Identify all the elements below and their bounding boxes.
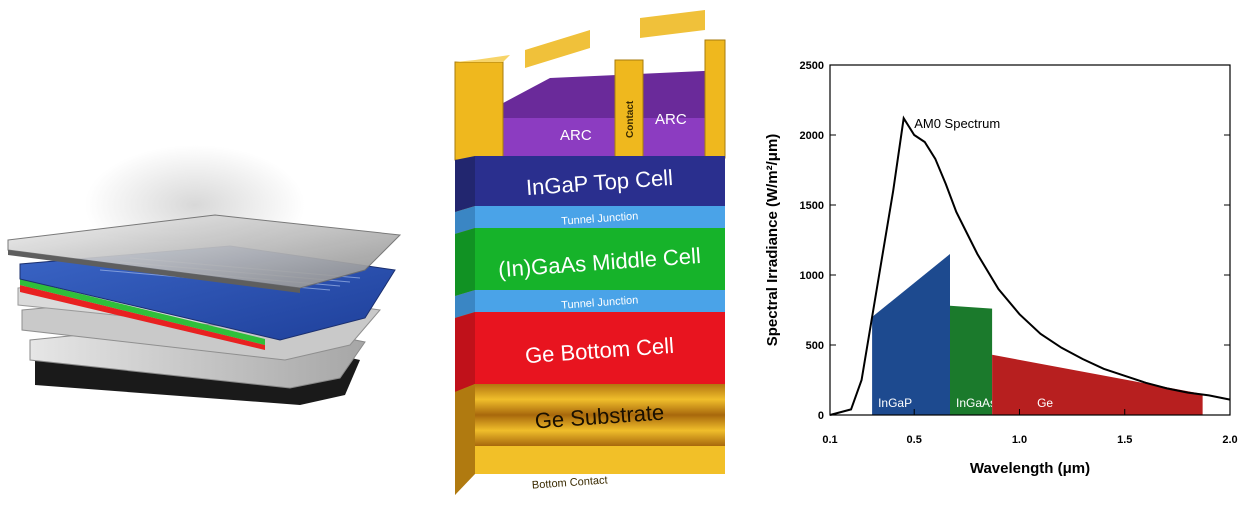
contact-left: [454, 61, 504, 161]
x-tick-label: 1.0: [1012, 434, 1027, 446]
contact-top-right-back: [640, 10, 705, 38]
green-layer-edge: [20, 279, 265, 345]
tunnel-junction-2-label: Tunnel Junction: [561, 294, 639, 311]
bottom-cell-layer: [475, 312, 725, 384]
arc-layer: [475, 118, 725, 156]
y-tick-label: 1000: [800, 270, 824, 282]
contact-top-back: [525, 30, 590, 68]
exploded-solar-cell-illustration: [0, 0, 420, 501]
region-ge: [992, 354, 1203, 415]
contact-left-top: [455, 55, 510, 62]
cover-glass-edge: [8, 250, 300, 293]
red-layer-edge: [20, 285, 265, 350]
middle-cell-side: [455, 228, 475, 296]
x-tick-label: 0.1: [822, 434, 837, 446]
axis-ticks: 0.1 0.5 1.0 1.5 2.0 0 500 1000 1500 2000 2500: [800, 60, 1238, 446]
substrate-side: [455, 384, 475, 495]
tunnel-junction-1-label: Tunnel Junction: [561, 210, 639, 227]
top-cell-layer: [475, 156, 725, 206]
tunnel-side-2: [455, 290, 475, 318]
contact-label: Contact: [625, 100, 636, 138]
middle-cell-layer: [475, 228, 725, 290]
region-label-ingaas: InGaAs: [956, 396, 996, 410]
y-tick-label: 1500: [800, 200, 824, 212]
x-tick-label: 1.5: [1117, 434, 1132, 446]
y-tick-label: 500: [806, 340, 824, 352]
contact-center: [614, 59, 644, 161]
arc-left-label: ARC: [560, 127, 592, 144]
x-tick-label: 0.5: [907, 434, 922, 446]
spectral-irradiance-chart: InGaP InGaAs Ge 0.1 0.5 1.0 1.5 2.0 0 500 1000 150…: [755, 0, 1255, 501]
region-ingap: [872, 254, 950, 415]
x-axis-label: Wavelength (μm): [970, 460, 1090, 477]
am0-annotation: AM0 Spectrum: [914, 116, 1000, 131]
contact-right: [704, 39, 726, 159]
substrate-layer: [475, 384, 725, 446]
region-ingaas: [950, 305, 993, 415]
multijunction-stack-diagram: ARC ARC Contact InGaP Top Cell Tunnel Ju…: [440, 0, 740, 501]
tunnel-side-1: [455, 206, 475, 234]
bottom-cell-side: [455, 312, 475, 392]
tunnel-junction-2-layer: [475, 290, 725, 312]
y-axis-label: Spectral Irradiance (W/m²/μm): [764, 134, 781, 347]
bottom-contact-label: Bottom Contact: [532, 474, 608, 491]
top-cell-side: [455, 156, 475, 212]
x-tick-label: 2.0: [1222, 434, 1237, 446]
y-tick-label: 2000: [800, 130, 824, 142]
am0-spectrum-line: [829, 115, 1231, 416]
tunnel-junction-1-layer: [475, 206, 725, 228]
bottom-contact-layer: [475, 446, 725, 474]
bandgap-regions: InGaP InGaAs Ge: [872, 254, 1203, 415]
arc-top-face: [475, 70, 725, 118]
y-tick-label: 0: [818, 410, 824, 422]
region-label-ge: Ge: [1037, 396, 1053, 410]
region-label-ingap: InGaP: [878, 396, 912, 410]
y-tick-label: 2500: [800, 60, 824, 72]
arc-right-label: ARC: [655, 111, 687, 128]
plot-frame: [829, 64, 1231, 416]
